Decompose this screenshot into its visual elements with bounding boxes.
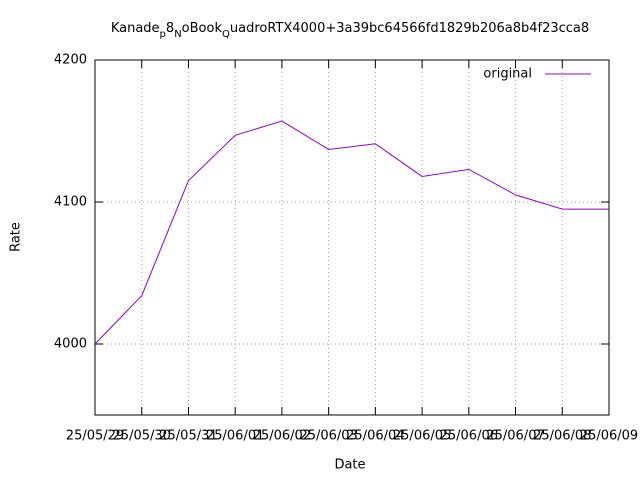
x-tick-label: 25/05/29 bbox=[66, 429, 124, 444]
x-tick-label: 25/06/04 bbox=[346, 429, 404, 444]
x-tick-label: 25/06/01 bbox=[206, 429, 264, 444]
title-part: uadroRTX4000+3a39bc64566fd1829b206a8b4f2… bbox=[230, 21, 589, 36]
y-axis-label: Rate bbox=[9, 222, 24, 252]
x-tick-label: 25/06/08 bbox=[533, 429, 591, 444]
x-tick-label: 25/06/09 bbox=[580, 429, 638, 444]
x-tick-label: 25/05/31 bbox=[159, 429, 217, 444]
plot-frame bbox=[94, 59, 610, 416]
title-part: p bbox=[160, 29, 166, 40]
y-tick-label: 4100 bbox=[54, 195, 87, 210]
x-tick-label: 25/05/30 bbox=[113, 429, 171, 444]
title-part: Kanade bbox=[111, 21, 160, 36]
x-tick-label: 25/06/02 bbox=[253, 429, 311, 444]
legend-label: original bbox=[483, 67, 532, 82]
y-tick-label: 4000 bbox=[54, 337, 87, 352]
x-axis-label: Date bbox=[334, 458, 365, 473]
title-part: N bbox=[174, 29, 181, 40]
y-tick-label: 4200 bbox=[54, 53, 87, 68]
title-part: Q bbox=[222, 29, 230, 40]
data-line bbox=[94, 120, 609, 345]
x-tick-label: 25/06/03 bbox=[299, 429, 357, 444]
chart-title: Kanadep8NoBookQuadroRTX4000+3a39bc64566f… bbox=[111, 21, 589, 40]
x-tick-label: 25/06/07 bbox=[486, 429, 544, 444]
x-tick-label: 25/06/05 bbox=[393, 429, 451, 444]
title-part: 8 bbox=[166, 21, 174, 36]
x-tick-label: 25/06/06 bbox=[440, 429, 498, 444]
title-part: oBook bbox=[182, 21, 223, 36]
